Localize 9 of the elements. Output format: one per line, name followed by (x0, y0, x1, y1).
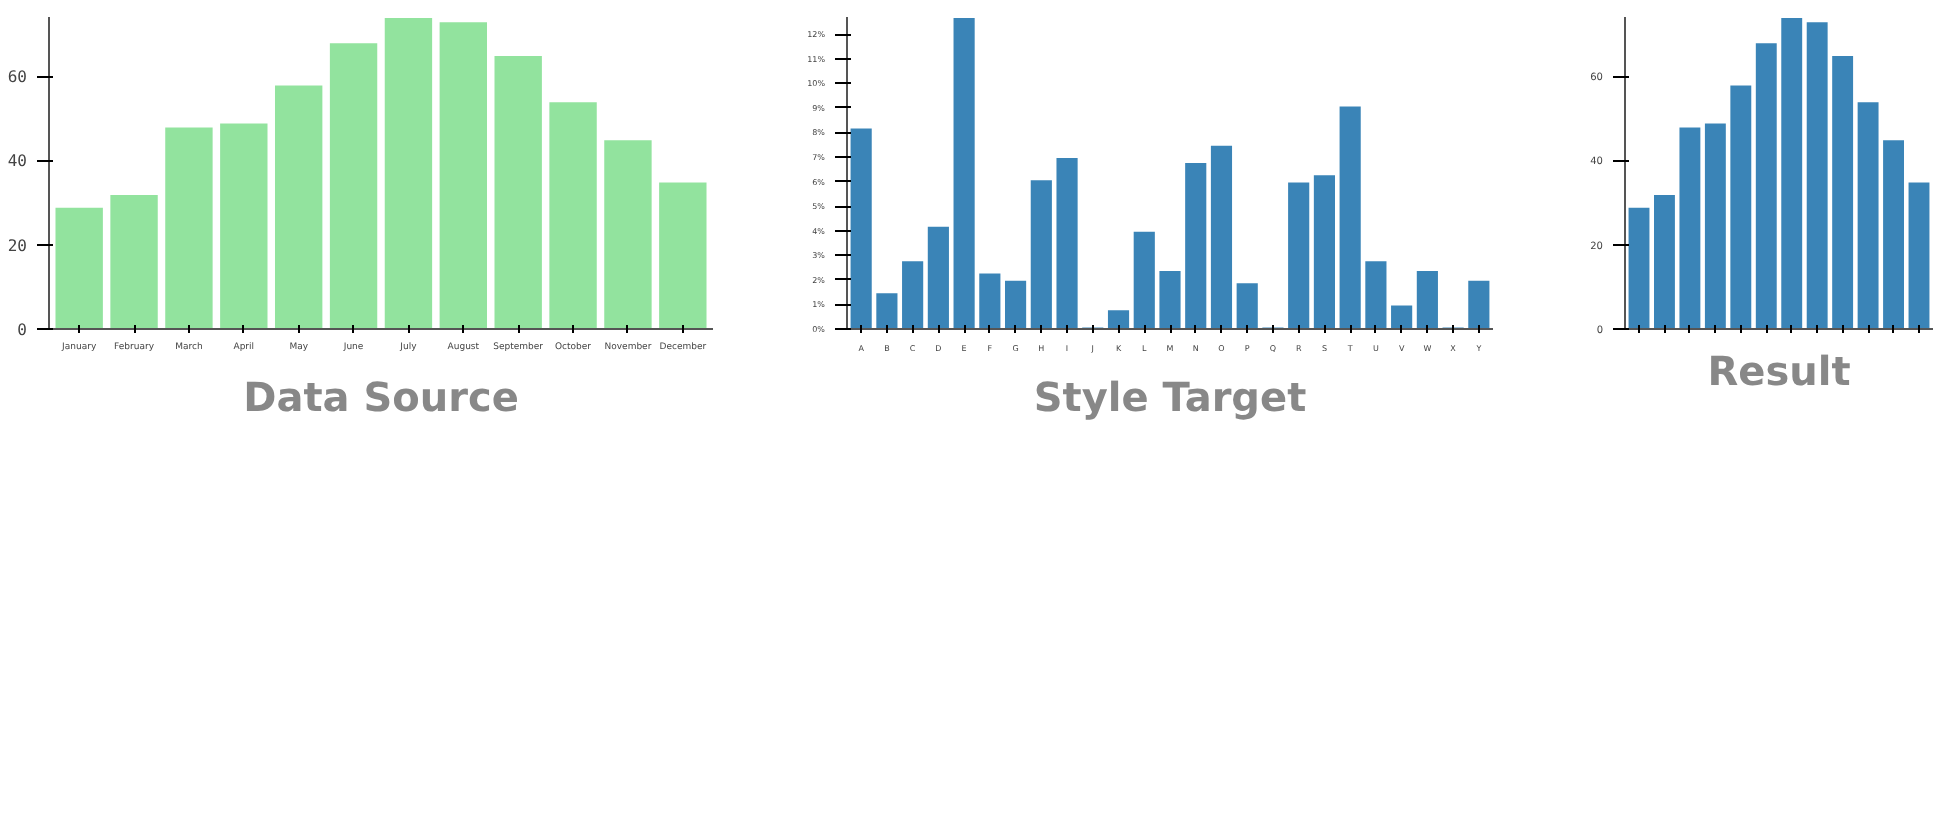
text: Result (1707, 347, 1852, 395)
y-tick-label: 20 (7, 236, 28, 255)
text: Style Target (1033, 373, 1308, 421)
bar (382, 17, 435, 329)
y-tick-label: 40 (7, 152, 28, 171)
y-tick-label: 0 (17, 321, 28, 339)
bar (327, 41, 380, 329)
y-tick-label: 60 (7, 68, 28, 87)
text: Data Source (243, 373, 519, 421)
